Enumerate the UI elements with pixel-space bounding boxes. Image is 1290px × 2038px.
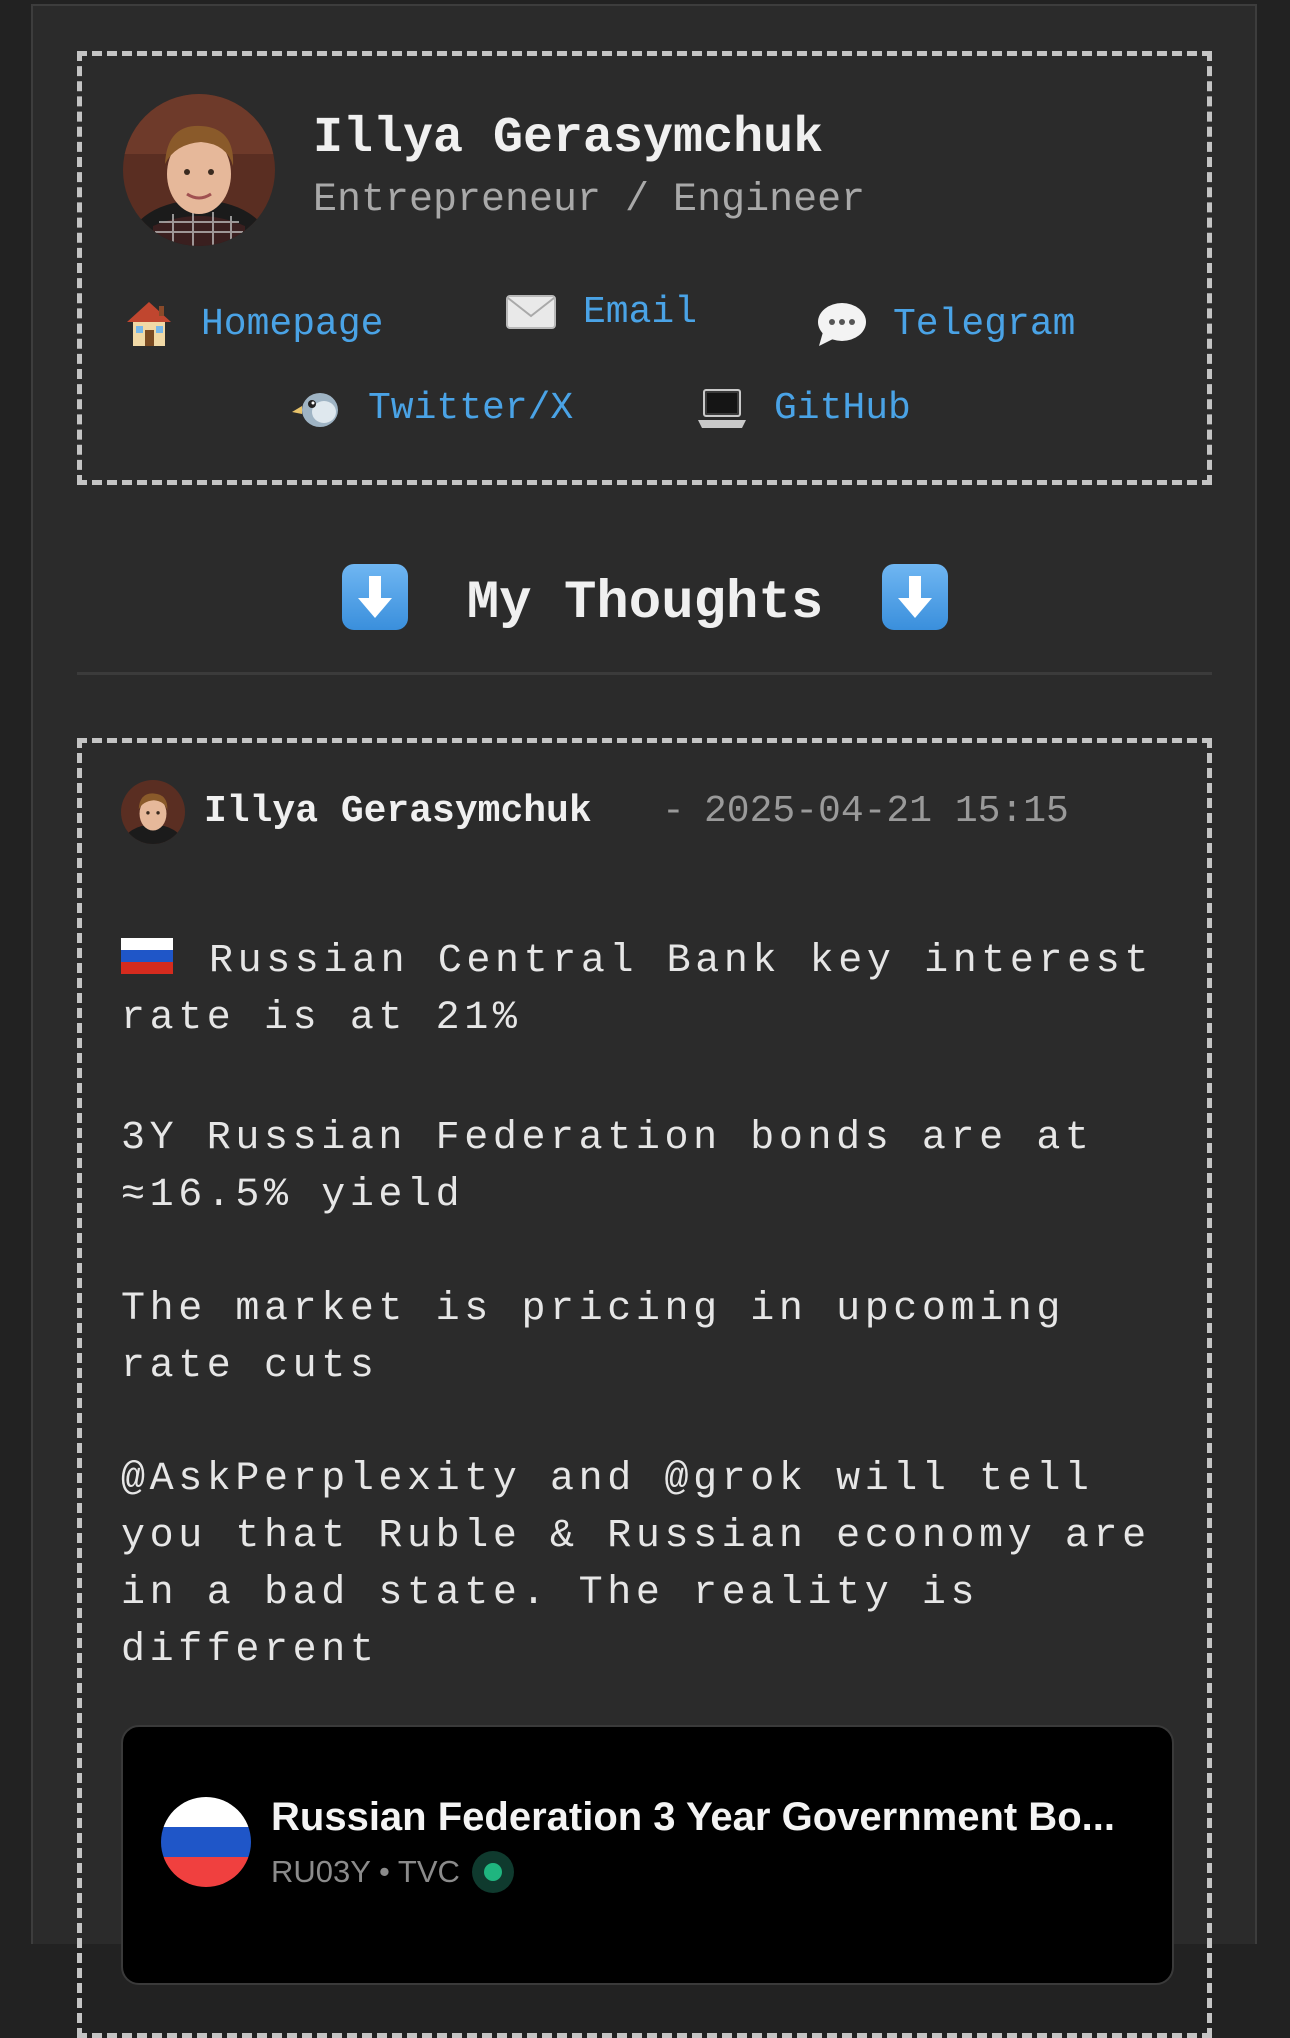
- down-arrow-icon: [342, 564, 409, 630]
- laptop-icon: [696, 382, 748, 434]
- github-link-label: GitHub: [774, 386, 911, 430]
- twitter-link[interactable]: Twitter/X: [290, 382, 573, 434]
- speech-bubble-icon: [815, 298, 867, 350]
- profile-avatar: [123, 94, 275, 246]
- bird-icon: [290, 382, 342, 434]
- embed-symbol: RU03Y • TVC: [271, 1854, 460, 1889]
- post-datetime[interactable]: 2025-04-21 15:15: [704, 790, 1069, 833]
- russia-flag-icon: [121, 936, 173, 975]
- embed-subtitle: RU03Y • TVC: [271, 1851, 514, 1893]
- email-link[interactable]: Email: [505, 286, 697, 338]
- post-paragraph: The market is pricing in upcoming rate c…: [121, 1287, 1094, 1389]
- telegram-link-label: Telegram: [893, 302, 1076, 346]
- post-author-avatar: [121, 780, 185, 844]
- telegram-link[interactable]: Telegram: [815, 298, 1075, 350]
- page-container: [31, 4, 1257, 1944]
- profile-name: Illya Gerasymchuk: [313, 110, 824, 167]
- post-author[interactable]: Illya Gerasymchuk: [204, 790, 592, 833]
- embed-title: Russian Federation 3 Year Government Bo.…: [271, 1795, 1115, 1839]
- profile-card: [77, 51, 1212, 485]
- chart-embed-card[interactable]: Russian Federation 3 Year Government Bo.…: [121, 1725, 1174, 1985]
- twitter-link-label: Twitter/X: [368, 386, 574, 430]
- house-icon: [123, 298, 175, 350]
- russia-flag-icon: [161, 1797, 251, 1887]
- down-arrow-icon: [881, 564, 948, 630]
- live-status-icon: [471, 1851, 514, 1893]
- envelope-icon: [505, 286, 557, 338]
- section-title-text: My Thoughts: [466, 573, 824, 635]
- post-paragraph: Russian Central Bank key interest rate i…: [121, 933, 1181, 1047]
- github-link[interactable]: GitHub: [696, 382, 911, 434]
- profile-role: Entrepreneur / Engineer: [313, 178, 866, 223]
- homepage-link-label: Homepage: [201, 302, 384, 346]
- homepage-link[interactable]: Homepage: [123, 298, 383, 350]
- email-link-label: Email: [583, 290, 698, 334]
- section-title: My Thoughts: [0, 564, 1290, 636]
- post-meta-separator: -: [662, 790, 685, 833]
- post-paragraph: @AskPerplexity and @grok will tell you t…: [121, 1457, 1180, 1673]
- post-paragraph: 3Y Russian Federation bonds are at ≈16.5…: [121, 1116, 1123, 1218]
- section-divider: [77, 672, 1212, 675]
